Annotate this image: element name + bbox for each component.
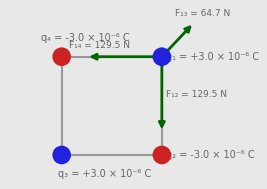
Point (60, 153, 64, 156)
Text: q₂ = -3.0 × 10⁻⁶ C: q₂ = -3.0 × 10⁻⁶ C (166, 150, 254, 160)
Text: F₁₂ = 129.5 N: F₁₂ = 129.5 N (166, 90, 227, 99)
Point (160, 55, 164, 58)
Text: q₃ = +3.0 × 10⁻⁶ C: q₃ = +3.0 × 10⁻⁶ C (58, 169, 151, 179)
Point (60, 55, 64, 58)
Text: F₁₄ = 129.5 N: F₁₄ = 129.5 N (69, 41, 130, 50)
Text: F₁₃ = 64.7 N: F₁₃ = 64.7 N (175, 9, 230, 18)
Point (160, 153, 164, 156)
Text: q₁ = +3.0 × 10⁻⁶ C: q₁ = +3.0 × 10⁻⁶ C (166, 52, 259, 62)
Text: q₄ = -3.0 × 10⁻⁶ C: q₄ = -3.0 × 10⁻⁶ C (41, 33, 129, 43)
